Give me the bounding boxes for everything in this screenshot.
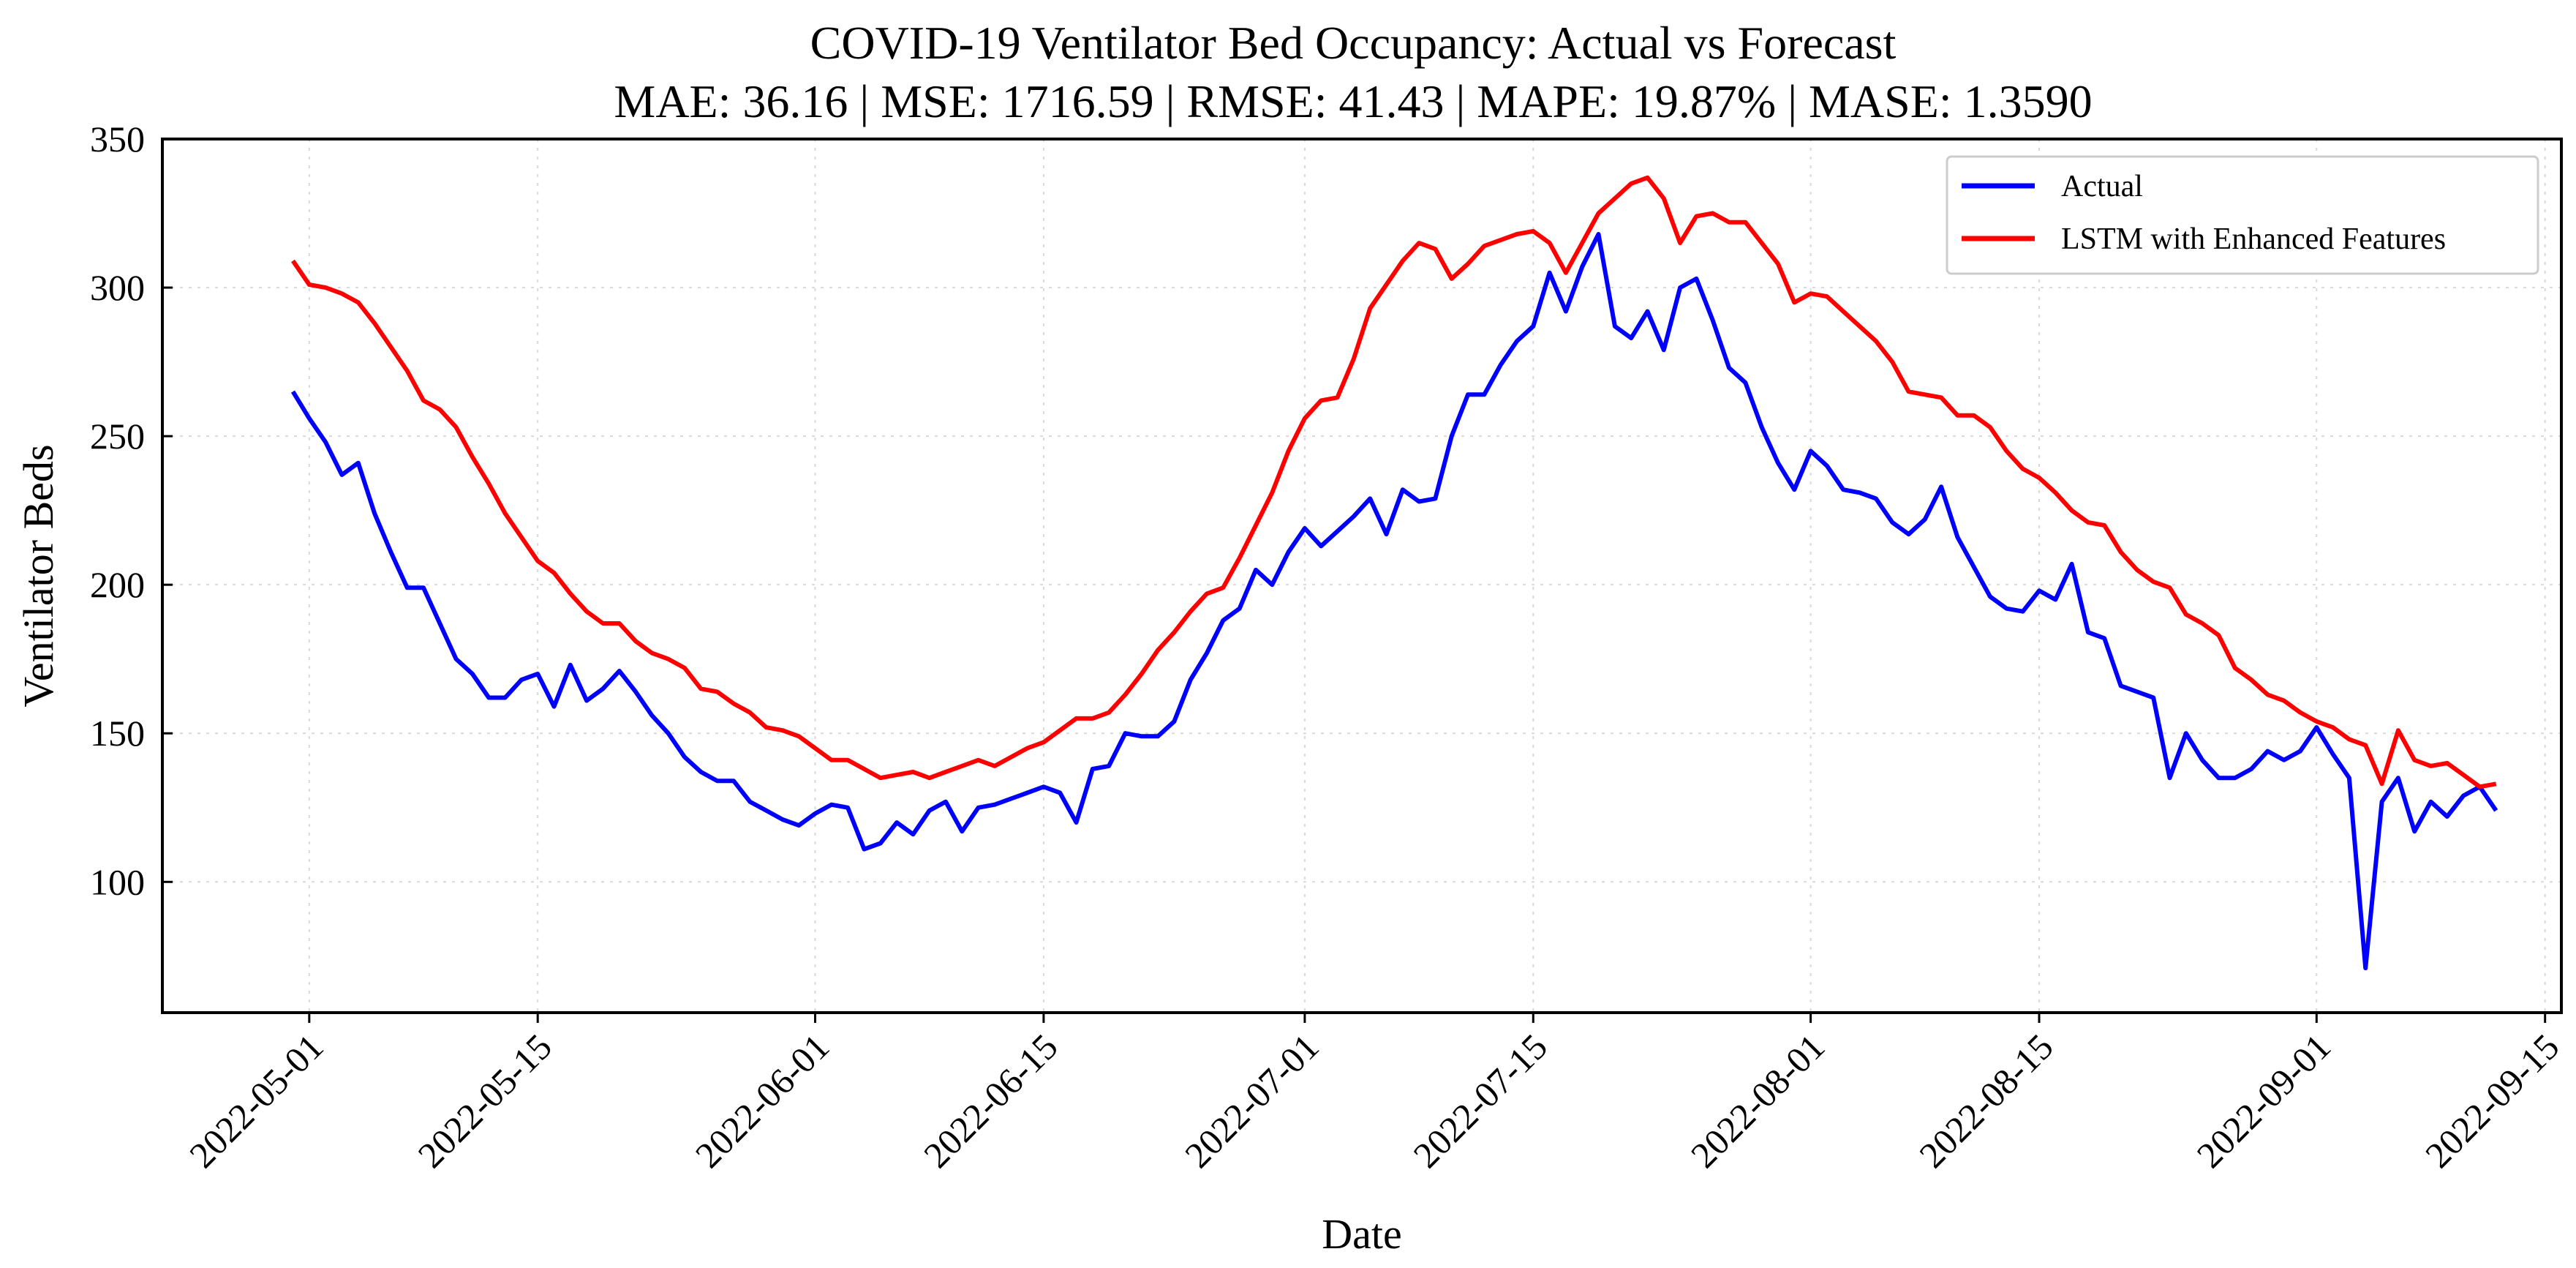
- x-axis: 2022-05-01 2022-05-15 2022-06-01 2022-06-15…: [181, 1013, 2566, 1176]
- series-lines: [290, 175, 2498, 971]
- y-tick-label: 100: [90, 861, 145, 902]
- x-tick-label: 2022-09-15: [2417, 1026, 2567, 1176]
- legend: Actual LSTM with Enhanced Features: [1946, 155, 2539, 275]
- x-tick-label: 2022-05-15: [410, 1026, 560, 1176]
- x-tick-label: 2022-05-01: [181, 1026, 331, 1176]
- series-line-forecast: [291, 175, 2497, 789]
- legend-label-forecast: LSTM with Enhanced Features: [2061, 222, 2446, 256]
- y-tick-label: 300: [90, 267, 145, 308]
- chart-subtitle: MAE: 36.16 | MSE: 1716.59 | RMSE: 41.43 …: [614, 75, 2092, 127]
- x-tick-label: 2022-08-15: [1911, 1026, 2061, 1176]
- y-axis: 100 150 200 250 300 350: [90, 119, 173, 902]
- x-axis-label: Date: [1322, 1210, 1402, 1258]
- y-axis-label: Ventilator Beds: [15, 444, 62, 707]
- x-tick-label: 2022-09-01: [2189, 1026, 2339, 1176]
- legend-box: [1946, 155, 2539, 275]
- x-tick-label: 2022-08-01: [1683, 1026, 1833, 1176]
- y-tick-label: 250: [90, 416, 145, 457]
- chart-title: COVID-19 Ventilator Bed Occupancy: Actua…: [810, 17, 1897, 69]
- legend-label-actual: Actual: [2061, 170, 2143, 203]
- x-tick-label: 2022-07-15: [1405, 1026, 1555, 1176]
- x-tick-label: 2022-07-01: [1177, 1026, 1327, 1176]
- y-tick-label: 150: [90, 713, 145, 754]
- y-tick-label: 350: [90, 119, 145, 160]
- x-tick-label: 2022-06-15: [916, 1026, 1066, 1176]
- plot-area: [161, 138, 2563, 1014]
- series-line-actual: [290, 232, 2498, 971]
- y-tick-label: 200: [90, 564, 145, 605]
- x-tick-label: 2022-06-01: [688, 1026, 837, 1176]
